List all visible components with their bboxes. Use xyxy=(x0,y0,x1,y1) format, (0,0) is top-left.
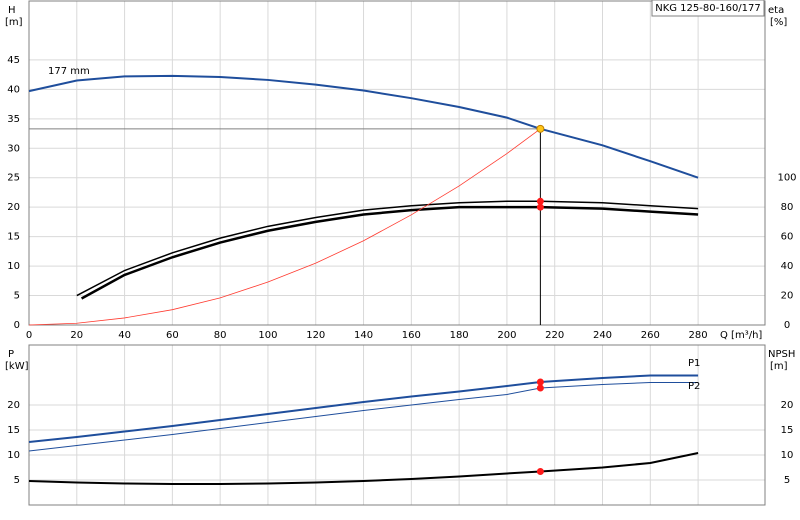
x-tick-label: 140 xyxy=(354,330,373,341)
y-tick-label: 25 xyxy=(7,173,20,184)
y-tick-label: 35 xyxy=(7,114,20,125)
y-tick-label: 15 xyxy=(7,232,20,243)
x-tick-label: 0 xyxy=(26,330,32,341)
x-tick-label: 220 xyxy=(545,330,564,341)
curve xyxy=(80,205,699,300)
x-tick-label: 80 xyxy=(214,330,227,341)
x-tick-label: 200 xyxy=(497,330,516,341)
curve xyxy=(76,200,699,297)
operating-point xyxy=(536,468,544,475)
curve xyxy=(28,374,699,443)
x-tick-label: 100 xyxy=(258,330,277,341)
y-tick-label: 10 xyxy=(7,450,20,461)
y2-tick-label: 20 xyxy=(781,291,794,302)
operating-point xyxy=(536,378,544,386)
curve xyxy=(28,452,699,485)
x-tick-label: 160 xyxy=(402,330,421,341)
y-axis-unit: [m] xyxy=(5,17,23,28)
y2-axis-label: eta xyxy=(768,5,784,16)
curve-label: P2 xyxy=(688,381,700,392)
plot-frame xyxy=(28,344,766,506)
curve-label: 177 mm xyxy=(48,66,90,77)
y2-axis-unit: [%] xyxy=(770,17,787,28)
y2-tick-label: 10 xyxy=(781,450,794,461)
y2-tick-label: 20 xyxy=(781,400,794,411)
y2-tick-label: 100 xyxy=(777,173,796,184)
y-tick-label: 0 xyxy=(14,320,20,331)
x-tick-label: 240 xyxy=(593,330,612,341)
curve xyxy=(28,382,699,452)
curve xyxy=(28,128,541,326)
x-tick-label: 40 xyxy=(118,330,131,341)
y-tick-label: 5 xyxy=(14,475,20,486)
operating-point xyxy=(536,384,544,392)
plot-frame xyxy=(28,0,766,326)
curve-label: P1 xyxy=(688,358,700,369)
y-tick-label: 20 xyxy=(7,202,20,213)
y-tick-label: 40 xyxy=(7,84,20,95)
x-tick-label: 60 xyxy=(166,330,179,341)
y-tick-label: 15 xyxy=(7,425,20,436)
x-tick-label: 20 xyxy=(70,330,83,341)
operating-point xyxy=(536,124,545,133)
y2-tick-label: 5 xyxy=(784,475,790,486)
operating-point xyxy=(536,197,544,205)
y2-tick-label: 15 xyxy=(781,425,794,436)
operating-point xyxy=(536,203,544,211)
y-tick-label: 45 xyxy=(7,55,20,66)
y2-axis-unit: [m] xyxy=(770,361,788,372)
y-axis-label: P xyxy=(8,349,14,360)
y-axis-unit: [kW] xyxy=(5,361,29,372)
y2-tick-label: 80 xyxy=(781,202,794,213)
title-box xyxy=(651,0,765,17)
x-tick-label: 120 xyxy=(306,330,325,341)
y-tick-label: 5 xyxy=(14,291,20,302)
chart-title: NKG 125-80-160/177 xyxy=(655,3,761,14)
y2-tick-label: 0 xyxy=(784,320,790,331)
y-axis-label: H xyxy=(8,5,16,16)
y-tick-label: 20 xyxy=(7,400,20,411)
curve xyxy=(28,74,699,179)
y-tick-label: 10 xyxy=(7,261,20,272)
x-axis-label: Q [m³/h] xyxy=(720,330,762,341)
y2-axis-label: NPSH xyxy=(768,349,795,360)
y2-tick-label: 40 xyxy=(781,261,794,272)
x-tick-label: 280 xyxy=(689,330,708,341)
x-tick-label: 260 xyxy=(641,330,660,341)
y2-tick-label: 60 xyxy=(781,232,794,243)
y-tick-label: 30 xyxy=(7,143,20,154)
x-tick-label: 180 xyxy=(450,330,469,341)
